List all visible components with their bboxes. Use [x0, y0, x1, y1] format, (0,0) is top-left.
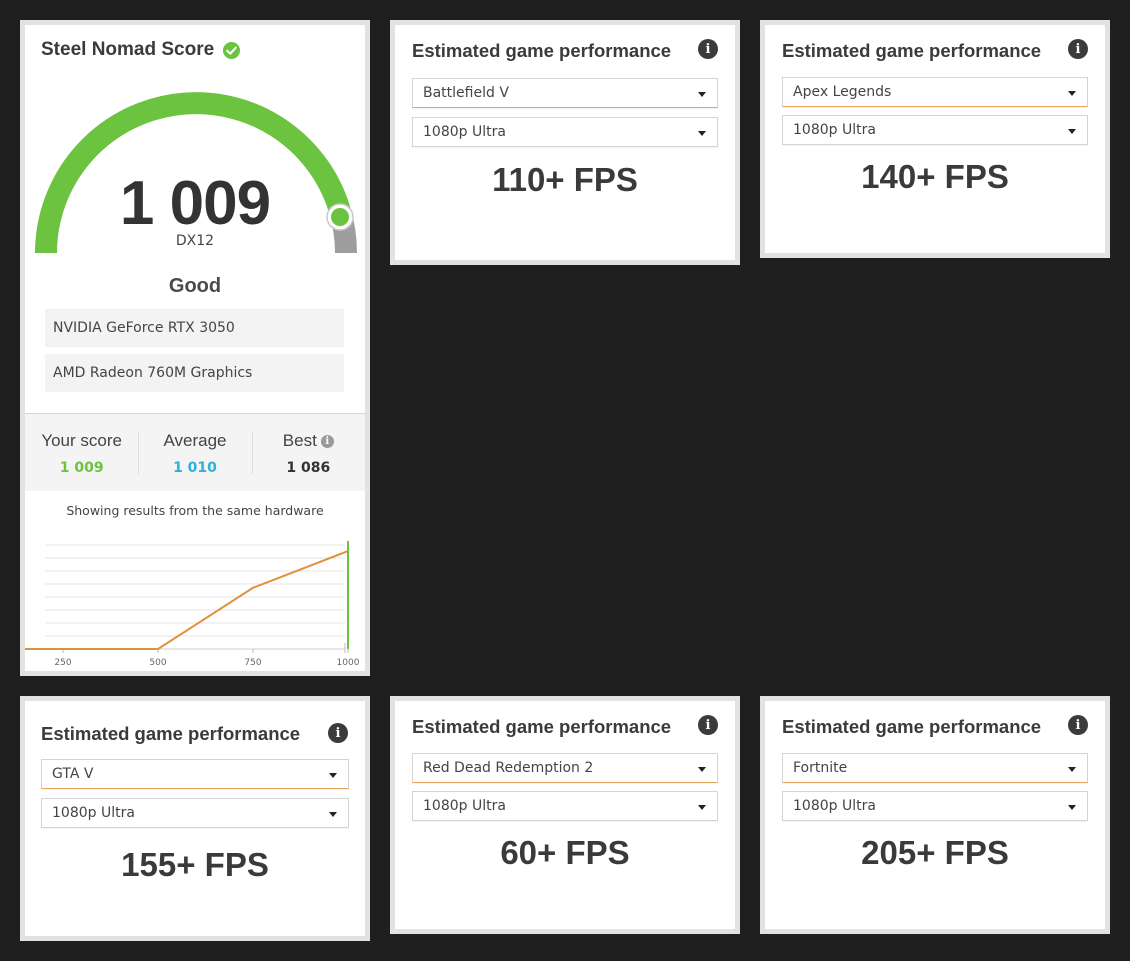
- fps-value: 205+ FPS: [861, 834, 1009, 871]
- game-select[interactable]: Red Dead Redemption 2: [412, 753, 718, 783]
- chevron-down-icon: [698, 91, 706, 97]
- score-card: Steel Nomad Score 1 009 DX12 Good NVIDIA…: [20, 20, 370, 676]
- preset-select[interactable]: 1080p Ultra: [782, 791, 1088, 821]
- perf-card-title: Estimated game performance: [41, 723, 301, 744]
- score-distribution-chart: 250 500 750 1000: [25, 541, 360, 668]
- preset-select[interactable]: 1080p Ultra: [412, 117, 718, 147]
- chart-tick-label: 250: [54, 658, 71, 668]
- info-icon[interactable]: i: [328, 723, 348, 743]
- perf-card: Estimated game performance i Apex Legend…: [760, 20, 1110, 258]
- score-stats: Your score 1 009 Average 1 010 Best i 1 …: [25, 414, 365, 491]
- preset-select-value: 1080p Ultra: [423, 124, 506, 140]
- preset-select-value: 1080p Ultra: [793, 122, 876, 138]
- perf-card-title: Estimated game performance: [412, 40, 672, 61]
- perf-card-body: Estimated game performance i GTA V 1080p…: [25, 701, 365, 936]
- preset-select[interactable]: 1080p Ultra: [412, 791, 718, 821]
- perf-card-title: Estimated game performance: [782, 40, 1042, 61]
- stat-best-label: Best: [282, 431, 317, 450]
- chevron-down-icon: [1068, 128, 1076, 134]
- stat-your-score-value: 1 009: [59, 460, 104, 476]
- perf-card-body: Estimated game performance i Fortnite 10…: [765, 701, 1105, 929]
- score-api: DX12: [175, 233, 215, 249]
- fps-value: 140+ FPS: [861, 158, 1009, 195]
- game-select-value: GTA V: [52, 766, 94, 782]
- info-icon[interactable]: i: [1068, 715, 1088, 735]
- stat-best: Best i 1 086: [251, 414, 365, 491]
- stat-your-score: Your score 1 009: [25, 414, 138, 491]
- fps-value: 60+ FPS: [500, 834, 630, 871]
- perf-card: Estimated game performance i Fortnite 10…: [760, 696, 1110, 934]
- fps-value: 110+ FPS: [492, 161, 638, 198]
- preset-select[interactable]: 1080p Ultra: [782, 115, 1088, 145]
- game-select-value: Apex Legends: [793, 84, 892, 100]
- check-icon: [223, 41, 241, 59]
- preset-select-value: 1080p Ultra: [793, 798, 876, 814]
- perf-card-body: Estimated game performance i Red Dead Re…: [395, 701, 735, 929]
- perf-card-title: Estimated game performance: [782, 716, 1042, 737]
- hardware-item-igpu: AMD Radeon 760M Graphics: [45, 354, 344, 392]
- chart-series-line: [25, 550, 349, 650]
- perf-card: Estimated game performance i GTA V 1080p…: [20, 696, 370, 941]
- perf-card: Estimated game performance i Red Dead Re…: [390, 696, 740, 934]
- game-select[interactable]: Battlefield V: [412, 78, 718, 108]
- game-select[interactable]: GTA V: [41, 759, 349, 789]
- chart-tick-label: 500: [149, 658, 166, 668]
- game-select-value: Fortnite: [793, 760, 848, 776]
- score-title: Steel Nomad Score: [41, 39, 241, 61]
- preset-select-value: 1080p Ultra: [423, 798, 506, 814]
- chevron-down-icon: [1068, 90, 1076, 96]
- stat-best-value: 1 086: [286, 460, 331, 476]
- chevron-down-icon: [698, 766, 706, 772]
- chevron-down-icon: [329, 772, 337, 778]
- stat-average-value: 1 010: [173, 460, 217, 476]
- score-rating: Good: [168, 275, 222, 297]
- info-icon[interactable]: i: [698, 715, 718, 735]
- chart-tick-label: 1000: [337, 658, 360, 668]
- preset-select-value: 1080p Ultra: [52, 805, 135, 821]
- hardware-item-gpu: NVIDIA GeForce RTX 3050: [45, 309, 344, 347]
- game-select[interactable]: Fortnite: [782, 753, 1088, 783]
- preset-select[interactable]: 1080p Ultra: [41, 798, 349, 828]
- chevron-down-icon: [698, 804, 706, 810]
- info-icon[interactable]: i: [320, 434, 334, 448]
- fps-value: 155+ FPS: [121, 846, 269, 883]
- score-title-label: Steel Nomad Score: [41, 39, 215, 60]
- chevron-down-icon: [329, 811, 337, 817]
- chevron-down-icon: [698, 130, 706, 136]
- chart-tick-label: 750: [244, 658, 261, 668]
- score-card-body: Steel Nomad Score 1 009 DX12 Good NVIDIA…: [25, 25, 365, 671]
- stat-your-score-label: Your score: [41, 431, 122, 450]
- chevron-down-icon: [1068, 804, 1076, 810]
- game-select-value: Battlefield V: [423, 85, 509, 101]
- perf-card-body: Estimated game performance i Apex Legend…: [765, 25, 1105, 253]
- perf-card-body: Estimated game performance i Battlefield…: [395, 25, 735, 260]
- showing-text: Showing results from the same hardware: [66, 503, 324, 518]
- score-gauge: [35, 92, 357, 254]
- stat-average-label: Average: [163, 431, 227, 450]
- stat-average: Average 1 010: [138, 414, 251, 491]
- info-icon[interactable]: i: [1068, 39, 1088, 59]
- divider: [25, 413, 365, 414]
- game-select[interactable]: Apex Legends: [782, 77, 1088, 107]
- info-icon[interactable]: i: [698, 39, 718, 59]
- perf-card: Estimated game performance i Battlefield…: [390, 20, 740, 265]
- perf-card-title: Estimated game performance: [412, 716, 672, 737]
- score-value: 1 009: [119, 169, 271, 238]
- chevron-down-icon: [1068, 766, 1076, 772]
- game-select-value: Red Dead Redemption 2: [423, 760, 594, 776]
- stat-best-label-wrap: Best i: [283, 431, 334, 451]
